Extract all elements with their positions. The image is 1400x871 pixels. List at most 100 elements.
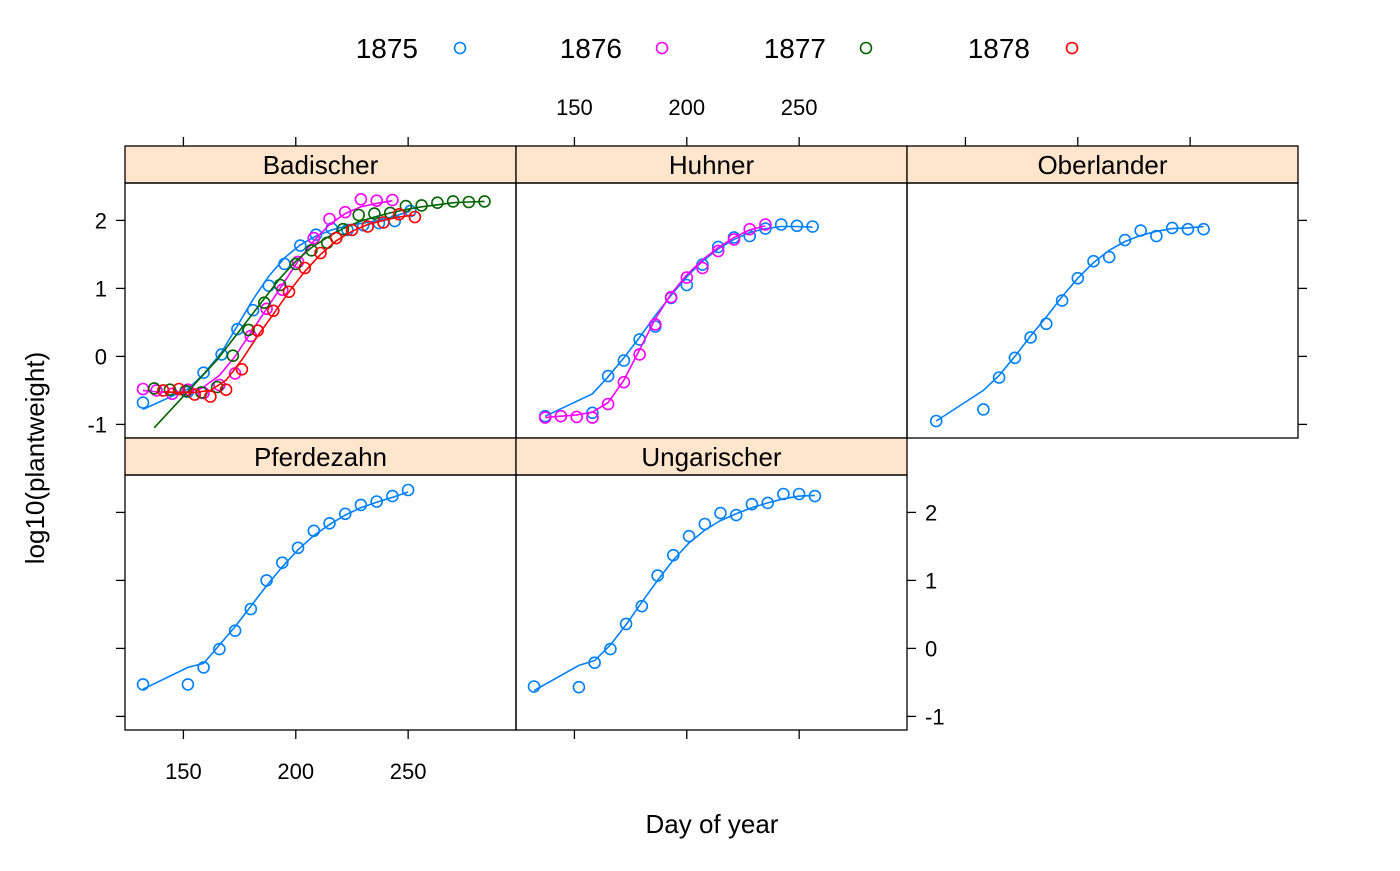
fit-line-1875 (544, 225, 813, 417)
data-point-1876 (538, 411, 552, 424)
data-point-1877 (210, 380, 224, 394)
data-point-1875 (246, 303, 260, 317)
y-tick-label: -1 (925, 704, 945, 729)
data-point-1875 (572, 680, 586, 694)
data-point-1876 (386, 193, 399, 207)
data-point-1875 (197, 366, 210, 380)
data-point-1875 (698, 517, 712, 531)
data-point-1877 (352, 208, 366, 222)
data-point-1875 (1118, 233, 1132, 247)
fit-line-1875 (142, 491, 409, 690)
y-tick-label: -1 (87, 412, 107, 437)
data-point-1875 (745, 497, 759, 511)
panel-border-badischer (124, 182, 517, 439)
data-point-1876 (586, 411, 599, 424)
data-point-1875 (401, 483, 415, 497)
y-tick-label: 2 (95, 208, 107, 233)
y-tick-label: 1 (925, 568, 937, 593)
data-point-1875 (1150, 229, 1163, 243)
data-point-1876 (338, 205, 352, 219)
data-point-1878 (392, 208, 406, 221)
data-point-1875 (604, 642, 617, 656)
data-point-1875 (275, 556, 289, 570)
data-point-1876 (570, 410, 584, 424)
data-point-1877 (305, 244, 318, 257)
data-point-1875 (774, 218, 788, 231)
series-1875 (929, 221, 1210, 428)
data-point-1875 (806, 220, 819, 233)
data-point-1875 (682, 529, 696, 543)
data-point-1876 (354, 193, 368, 206)
data-point-1875 (291, 541, 305, 555)
data-point-1878 (314, 246, 327, 260)
data-point-1875 (680, 278, 694, 292)
series-1876 (538, 218, 772, 424)
data-point-1876 (680, 271, 694, 284)
data-point-1877 (446, 195, 460, 208)
data-point-1875 (711, 240, 725, 254)
data-point-1876 (711, 244, 725, 258)
series-1875 (136, 483, 415, 691)
data-point-1875 (1040, 317, 1053, 331)
legend-symbol-1877 (859, 41, 873, 55)
fit-line-1875 (935, 225, 1204, 422)
panel-border-pferdezahn (124, 474, 517, 731)
strip-huhner (515, 145, 908, 184)
data-point-1875 (992, 371, 1006, 384)
legend-symbol-1878 (1065, 41, 1079, 55)
x-tick-label: 150 (556, 95, 593, 120)
strip-label-oberlander: Oberlander (1037, 150, 1167, 180)
data-point-1875 (228, 624, 242, 638)
legend-symbol-1876 (655, 41, 669, 55)
data-point-1875 (244, 602, 258, 616)
data-point-1875 (588, 656, 601, 670)
data-point-1875 (617, 354, 631, 367)
panel-border-huhner (515, 182, 908, 439)
data-point-1876 (136, 382, 150, 396)
strip-pferdezahn (124, 437, 517, 476)
data-point-1875 (370, 495, 384, 508)
data-point-1878 (172, 382, 186, 396)
data-point-1875 (977, 403, 990, 416)
data-point-1875 (1197, 222, 1210, 236)
data-point-1875 (1024, 331, 1037, 344)
data-point-1878 (329, 231, 343, 245)
data-point-1877 (478, 195, 491, 208)
series-1875 (527, 487, 822, 694)
data-point-1875 (1055, 294, 1069, 307)
data-point-1876 (727, 233, 741, 246)
data-point-1876 (150, 384, 163, 397)
data-point-1876 (323, 212, 336, 226)
data-point-1876 (743, 222, 757, 236)
data-point-1876 (370, 194, 384, 207)
data-point-1878 (235, 362, 249, 376)
strip-badischer (124, 145, 517, 184)
panel-badischer: Badischer (124, 145, 517, 439)
data-point-1875 (790, 219, 804, 233)
data-point-1875 (307, 524, 321, 538)
data-point-1875 (181, 678, 195, 691)
y-tick-label: 2 (925, 500, 937, 525)
x-tick-label: 200 (668, 95, 705, 120)
data-point-1875 (527, 680, 541, 693)
data-point-1878 (377, 216, 390, 229)
data-point-1875 (714, 506, 727, 520)
legend-label-1878: 1878 (968, 33, 1030, 64)
data-point-1875 (1071, 271, 1085, 285)
series-1878 (156, 208, 422, 403)
data-point-1878 (266, 304, 280, 318)
data-point-1877 (431, 196, 444, 209)
data-point-1875 (213, 642, 226, 656)
data-point-1876 (554, 409, 568, 423)
panel-border-ungarischer (515, 474, 908, 731)
data-point-1875 (601, 369, 615, 383)
data-point-1878 (219, 383, 233, 397)
data-point-1875 (666, 548, 680, 562)
data-point-1875 (1181, 222, 1195, 236)
data-point-1875 (354, 498, 368, 512)
x-axis-title: Day of year (646, 809, 779, 839)
data-point-1875 (619, 617, 633, 631)
x-tick-label: 250 (390, 759, 427, 784)
data-point-1875 (1008, 351, 1022, 365)
data-point-1875 (323, 516, 336, 530)
